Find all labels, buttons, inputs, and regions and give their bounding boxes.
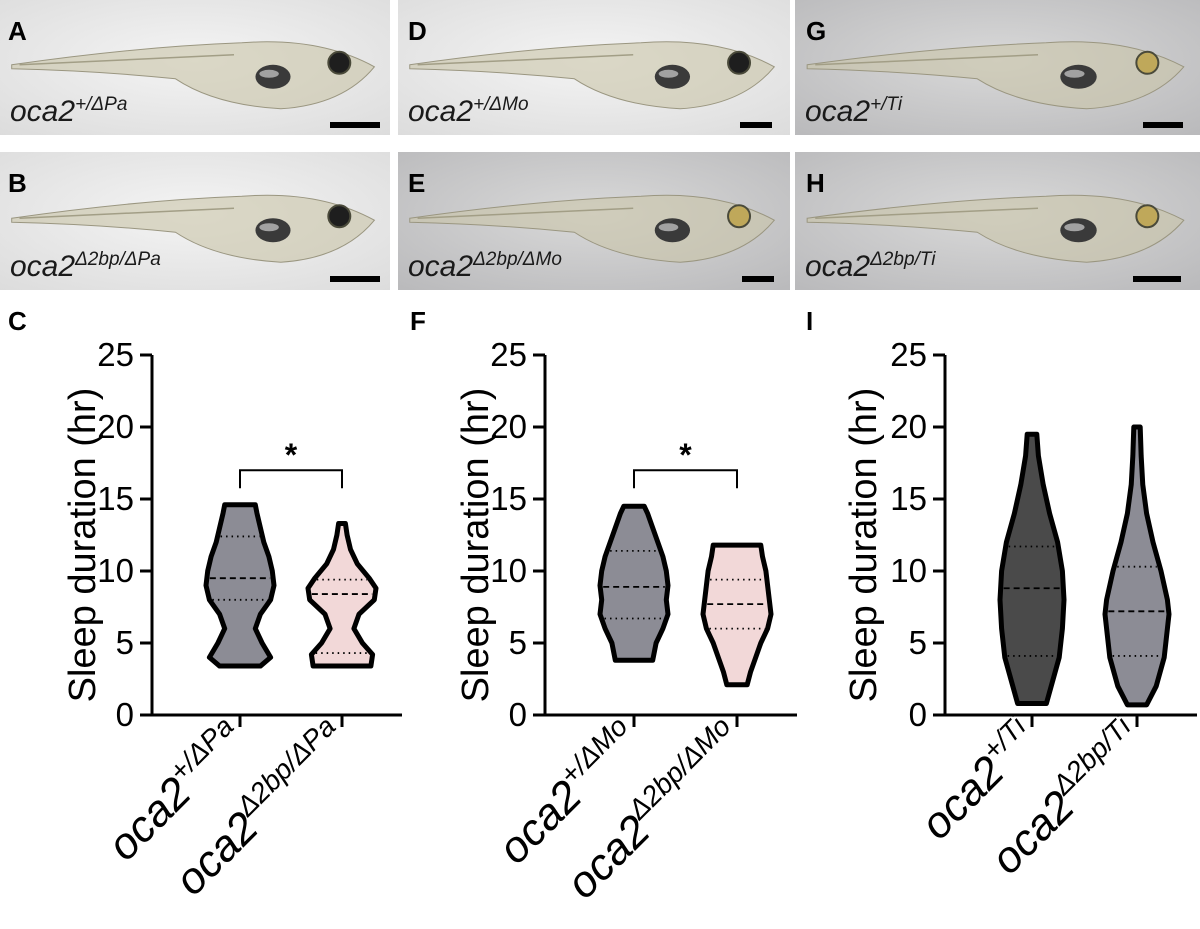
violin-2 <box>700 542 774 688</box>
panel-letter-b: B <box>8 168 27 198</box>
violin-1 <box>597 503 671 663</box>
y-axis-title: Sleep duration (hr) <box>843 388 885 703</box>
genotype-label: oca2Δ2bp/ΔPa <box>10 249 161 284</box>
fish-photo-b: oca2Δ2bp/ΔPa <box>0 152 390 290</box>
panel-letter-h: H <box>806 168 825 198</box>
y-tick-label: 0 <box>909 696 927 733</box>
genotype-superscript: +/ΔPa <box>75 94 128 115</box>
genotype-superscript: Δ2bp/ΔMo <box>473 249 562 270</box>
panel-letter-d: D <box>408 16 427 46</box>
scale-bar <box>1143 122 1183 128</box>
significance-star: * <box>285 437 298 473</box>
genotype-superscript: Δ2bp/Ti <box>870 249 936 270</box>
genotype-superscript: Δ2bp/ΔPa <box>75 249 161 270</box>
y-tick-label: 0 <box>116 696 134 733</box>
y-tick-label: 5 <box>509 624 527 661</box>
category-superscript: +/ΔMo <box>554 711 634 791</box>
fish-photo-e: oca2Δ2bp/ΔMo <box>398 152 790 290</box>
category-superscript: Δ2bp/ΔPa <box>230 711 342 823</box>
y-tick-label: 20 <box>490 408 527 445</box>
genotype-label: oca2Δ2bp/Ti <box>805 249 935 284</box>
genotype-base: oca2 <box>10 95 76 128</box>
y-axis-title: Sleep duration (hr) <box>455 388 497 703</box>
y-tick-label: 0 <box>509 696 527 733</box>
y-tick-label: 25 <box>97 336 134 373</box>
genotype-label: oca2+/ΔMo <box>408 94 529 129</box>
scale-bar <box>330 276 380 282</box>
fish-larva-illustration <box>795 152 1200 290</box>
genotype-base: oca2 <box>408 250 474 283</box>
category-superscript: Δ2bp/Ti <box>1046 710 1137 801</box>
y-tick-label: 10 <box>890 552 927 589</box>
genotype-base: oca2 <box>408 95 474 128</box>
panel-letter-c: C <box>8 306 27 336</box>
genotype-superscript: +/ΔMo <box>473 94 529 115</box>
significance-bracket <box>239 469 343 489</box>
scale-bar <box>740 122 772 128</box>
fish-larva-illustration <box>398 152 790 290</box>
genotype-base: oca2 <box>805 95 871 128</box>
panel-letter-g: G <box>806 16 827 46</box>
scale-bar <box>330 122 380 128</box>
fish-larva-illustration <box>0 0 390 135</box>
panel-letter-e: E <box>408 168 426 198</box>
significance-star: * <box>679 437 692 473</box>
panel-letter-f: F <box>410 306 426 336</box>
fish-photo-d: oca2+/ΔMo <box>398 0 790 135</box>
y-axis-title: Sleep duration (hr) <box>62 388 104 703</box>
category-superscript: Δ2bp/ΔMo <box>621 711 736 826</box>
fish-larva-illustration <box>0 152 390 290</box>
fish-photo-a: oca2+/ΔPa <box>0 0 390 135</box>
y-tick-label: 15 <box>490 480 527 517</box>
y-tick-label: 15 <box>97 480 134 517</box>
y-tick-label: 25 <box>490 336 527 373</box>
y-tick-label: 20 <box>890 408 927 445</box>
y-tick-label: 25 <box>890 336 927 373</box>
scale-bar <box>1133 276 1181 282</box>
panel-letter-i: I <box>806 306 813 336</box>
y-tick-label: 20 <box>97 408 134 445</box>
genotype-label: oca2Δ2bp/ΔMo <box>408 249 562 284</box>
genotype-superscript: +/Ti <box>870 94 903 115</box>
panel-letter-a: A <box>8 16 27 46</box>
fish-photo-h: oca2Δ2bp/Ti <box>795 152 1200 290</box>
violin-2 <box>1102 424 1172 708</box>
genotype-base: oca2 <box>805 250 871 283</box>
y-tick-label: 15 <box>890 480 927 517</box>
y-tick-label: 10 <box>490 552 527 589</box>
violin-1 <box>997 431 1067 706</box>
violin-1 <box>203 502 277 669</box>
genotype-label: oca2+/Ti <box>805 94 902 129</box>
genotype-base: oca2 <box>10 250 76 283</box>
significance-bracket <box>633 469 738 489</box>
category-superscript: +/ΔPa <box>163 711 239 787</box>
y-tick-label: 5 <box>909 624 927 661</box>
genotype-label: oca2+/ΔPa <box>10 94 127 129</box>
fish-photo-g: oca2+/Ti <box>795 0 1200 135</box>
y-tick-label: 10 <box>97 552 134 589</box>
y-tick-label: 5 <box>116 624 134 661</box>
fish-larva-illustration <box>795 0 1200 135</box>
fish-larva-illustration <box>398 0 790 135</box>
scale-bar <box>742 276 774 282</box>
